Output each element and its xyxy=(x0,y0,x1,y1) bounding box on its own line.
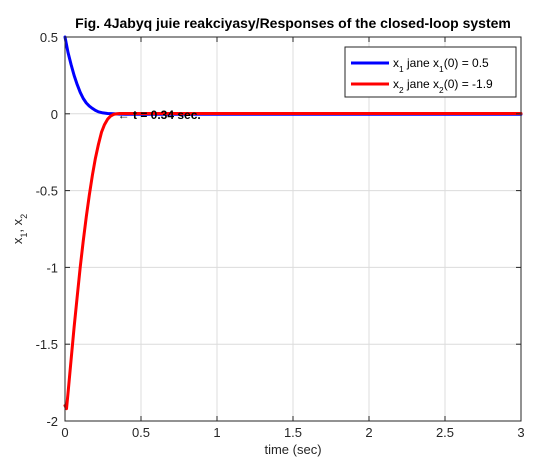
legend-entry-x1: x1 jane x1(0) = 0.5 xyxy=(393,56,489,74)
x-tick-label: 1 xyxy=(213,425,220,440)
x-tick-label: 3 xyxy=(517,425,524,440)
x-tick-label: 2.5 xyxy=(436,425,454,440)
y-tick-label: 0 xyxy=(51,107,58,122)
series-lines xyxy=(63,35,523,411)
axis-ticks: 0 0.5 1 1.5 2 2.5 3 0.5 0 -0.5 -1 -1.5 -2 xyxy=(36,30,525,440)
y-tick-label: -2 xyxy=(46,414,58,429)
y-tick-label: -0.5 xyxy=(36,184,58,199)
x-tick-label: 0 xyxy=(61,425,68,440)
y-tick-label: -1 xyxy=(46,260,58,275)
y-tick-label: -1.5 xyxy=(36,337,58,352)
y-tick-label: 0.5 xyxy=(40,30,58,45)
y-axis-label: x1, x2 xyxy=(10,214,29,244)
chart-title: Fig. 4Jabyq juie reakciyasy/Responses of… xyxy=(75,15,511,31)
legend-entry-x2: x2 jane x2(0) = -1.9 xyxy=(393,77,493,95)
x-axis-label: time (sec) xyxy=(264,442,321,457)
x-tick-label: 0.5 xyxy=(132,425,150,440)
legend: x1 jane x1(0) = 0.5 x2 jane x2(0) = -1.9 xyxy=(344,46,517,98)
x-tick-label: 1.5 xyxy=(284,425,302,440)
settling-time-annotation: ← t = 0.34 sec. xyxy=(118,108,201,122)
legend-box xyxy=(344,46,517,98)
series-line-x2 xyxy=(63,112,523,411)
x-tick-label: 2 xyxy=(365,425,372,440)
